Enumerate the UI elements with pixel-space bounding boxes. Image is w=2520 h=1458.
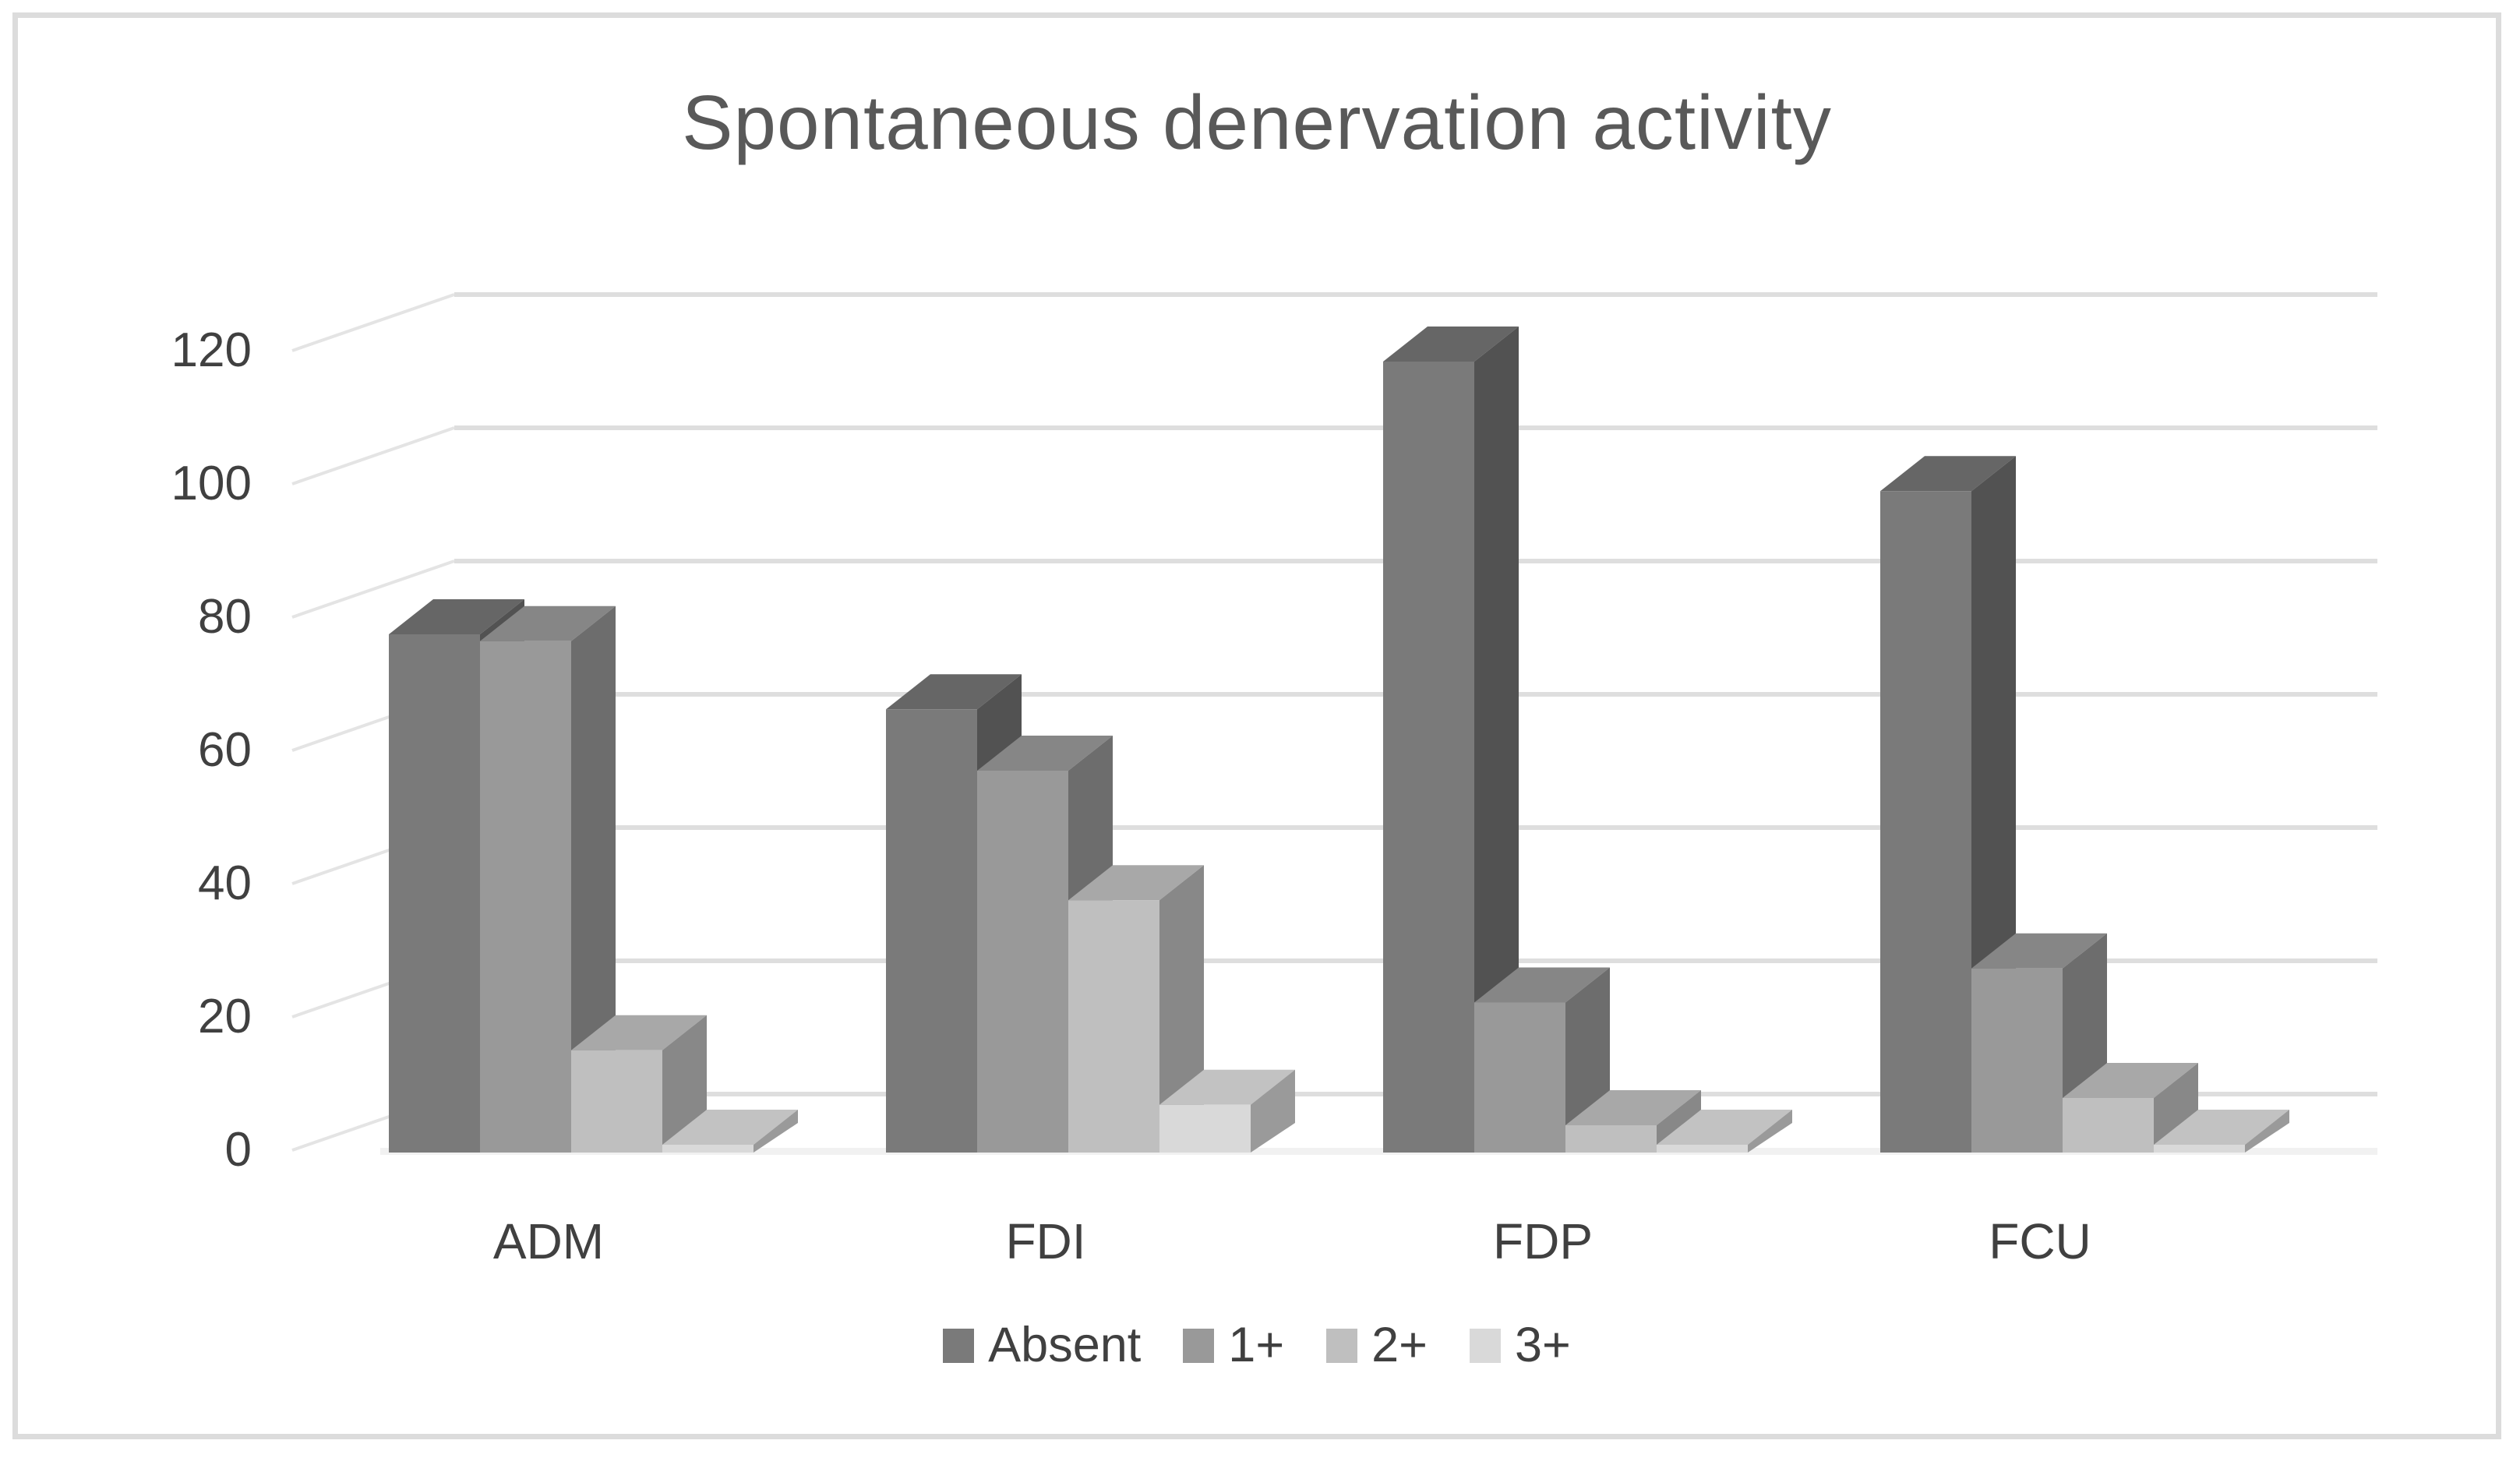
bar-top-FDP-2 (1565, 1090, 1701, 1125)
bar-FCU-2 (2063, 1098, 2154, 1153)
plot-floor (380, 1148, 2377, 1155)
bar-top-FCU-Absent (1880, 456, 2016, 492)
y-tick-label-20: 20 (198, 990, 252, 1043)
bar-side-ADM-2 (662, 1015, 707, 1153)
bar-top-ADM-3 (662, 1110, 798, 1145)
bar-side-FDP-3 (1748, 1110, 1792, 1153)
legend-label-1: 1+ (1228, 1318, 1285, 1372)
bar-side-FDI-3 (1251, 1069, 1295, 1153)
bar-side-ADM-1 (571, 605, 616, 1153)
y-tick-label-80: 80 (198, 590, 252, 644)
gridline-diagonal-80 (291, 560, 455, 619)
bar-side-ADM-3 (754, 1110, 798, 1153)
legend-item-Absent: Absent (943, 1321, 1141, 1370)
legend-label-2: 2+ (1371, 1318, 1428, 1372)
bar-FCU-3 (2154, 1145, 2245, 1153)
bar-ADM-3 (662, 1145, 754, 1153)
bar-top-FCU-2 (2063, 1063, 2198, 1098)
bar-FDP-3 (1657, 1145, 1748, 1153)
bar-top-ADM-1 (480, 605, 616, 641)
bar-top-FDI-1 (977, 736, 1113, 771)
bar-side-FDP-Absent (1474, 327, 1519, 1153)
bar-FDI-2 (1068, 900, 1159, 1153)
bar-FDI-1 (977, 771, 1068, 1153)
y-tick-label-100: 100 (171, 457, 252, 510)
plot-area: 0 20 40 60 80 100 120 ADM FDI FDP FCU (171, 292, 2377, 1269)
bar-FDI-3 (1159, 1104, 1251, 1153)
bar-top-ADM-2 (571, 1015, 707, 1050)
legend-swatch-3 (1469, 1328, 1501, 1363)
bar-FDI-Absent (886, 709, 977, 1153)
bar-top-FCU-1 (1971, 933, 2107, 969)
gridline-diagonal-100 (291, 426, 455, 485)
legend-swatch-1 (1183, 1328, 1215, 1363)
legend-swatch-Absent (943, 1328, 975, 1363)
legend-item-1: 1+ (1183, 1321, 1284, 1370)
gridline-diagonal-120 (291, 293, 455, 352)
legend-label-Absent: Absent (988, 1318, 1142, 1372)
y-tick-label-60: 60 (198, 723, 252, 777)
bar-top-FDP-Absent (1383, 327, 1519, 362)
category-label-FDP: FDP (1493, 1213, 1593, 1269)
legend: Absent 1+ 2+ 3+ (18, 1321, 2496, 1370)
bar-ADM-2 (571, 1050, 662, 1153)
legend-label-3: 3+ (1514, 1318, 1571, 1372)
bar-top-FDI-Absent (886, 674, 1022, 710)
legend-swatch-2 (1326, 1328, 1358, 1363)
category-label-FCU: FCU (1989, 1213, 2091, 1269)
bar-FDP-Absent (1383, 362, 1474, 1153)
bar-top-FDI-3 (1159, 1069, 1295, 1105)
y-tick-label-40: 40 (198, 856, 252, 910)
bar-ADM-Absent (389, 634, 480, 1153)
category-label-FDI: FDI (1005, 1213, 1085, 1269)
chart-title: Spontaneous denervation activity (682, 79, 1832, 165)
bar-FDP-1 (1474, 1002, 1565, 1153)
bar-ADM-1 (480, 641, 571, 1153)
legend-item-3: 3+ (1469, 1318, 1571, 1372)
bar-FCU-Absent (1880, 491, 1971, 1153)
bar-top-FDI-2 (1068, 865, 1204, 901)
bar-top-FCU-3 (2154, 1110, 2289, 1145)
chart-frame: Spontaneous denervation activity 0 20 40 60… (12, 12, 2501, 1439)
bar-top-FDP-1 (1474, 967, 1610, 1003)
bar-top-ADM-Absent (389, 599, 524, 634)
y-tick-label-0: 0 (225, 1123, 252, 1177)
bar-top-FDP-3 (1657, 1110, 1792, 1145)
bar-side-FCU-3 (2245, 1110, 2289, 1153)
bar-FCU-1 (1971, 968, 2063, 1153)
legend-item-2: 2+ (1326, 1321, 1428, 1370)
category-label-ADM: ADM (493, 1213, 604, 1269)
bar-FDP-2 (1565, 1125, 1657, 1153)
y-tick-label-120: 120 (171, 323, 252, 377)
